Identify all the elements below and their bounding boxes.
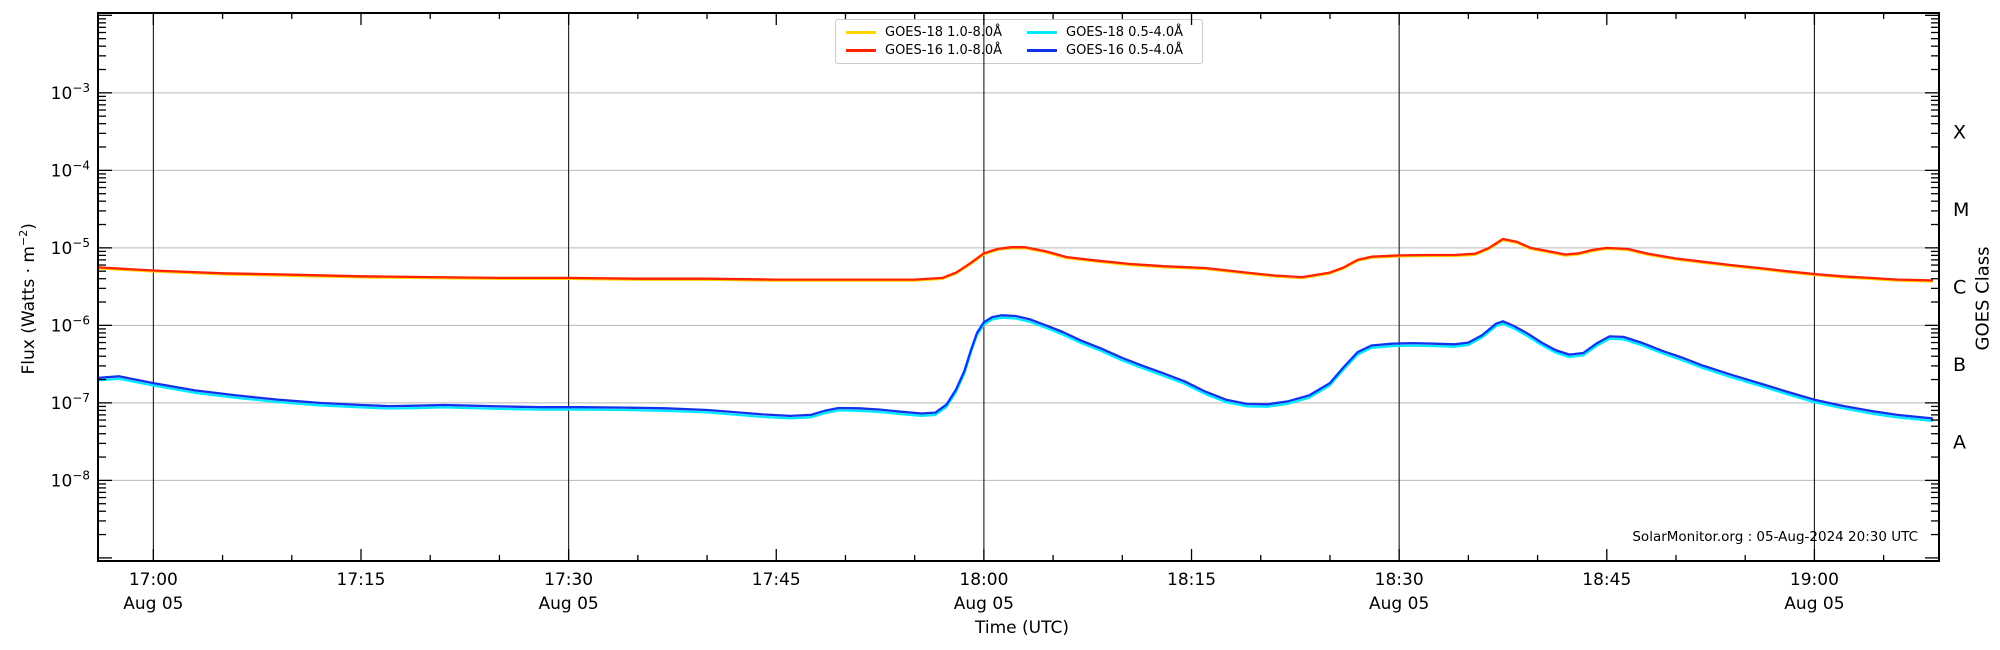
y-tick-label: 10−5 <box>51 236 90 259</box>
curve-goes-18-1-0-8-0- <box>98 238 1934 283</box>
goes-class-letter-x: X <box>1953 122 1966 144</box>
x-tick-date-label: Aug 05 <box>1369 594 1429 614</box>
x-tick-label: 19:00 <box>1790 570 1839 590</box>
goes-class-letters: X M C B A <box>1953 122 1969 454</box>
legend-item-goes16-long: GOES-16 1.0-8.0Å <box>846 44 1011 57</box>
x-tick-labels: 17:00 Aug 05 17:15 17:30 Aug 05 17:45 18:00 Aug… <box>123 570 1844 614</box>
y-tick-label: 10−4 <box>51 158 90 181</box>
goes16-long-line-swatch <box>846 49 876 53</box>
legend-label-goes18-long: GOES-18 1.0-8.0Å <box>885 24 1003 40</box>
legend-item-goes16-short: GOES-16 0.5-4.0Å <box>1027 44 1192 57</box>
x-tick-label: 18:00 <box>959 570 1008 590</box>
goes-class-letter-a: A <box>1953 432 1966 454</box>
goes18-long-line-swatch <box>846 30 876 34</box>
x-axis-label-time-utc: Time (UTC) <box>975 618 1069 638</box>
y-tick-label: 10−8 <box>51 468 90 491</box>
goes18-short-line-swatch <box>1027 30 1057 34</box>
legend-label-goes16-long: GOES-16 1.0-8.0Å <box>885 43 1003 59</box>
y-tick-label: 10−3 <box>51 81 90 104</box>
x-tick-label: 17:30 <box>544 570 593 590</box>
series-curves <box>98 237 1934 423</box>
curve-goes-16-1-0-8-0- <box>98 237 1934 282</box>
goes-class-letter-b: B <box>1953 354 1966 376</box>
goes-class-letter-c: C <box>1953 277 1966 299</box>
curve-goes-18-0-5-4-0- <box>98 316 1934 423</box>
goes16-short-line-swatch <box>1027 49 1057 53</box>
curve-goes-16-0-5-4-0- <box>98 314 1934 420</box>
x-tick-date-label: Aug 05 <box>1784 594 1844 614</box>
goes-class-letter-m: M <box>1953 199 1969 221</box>
horizontal-gridlines <box>98 92 1939 481</box>
x-tick-label: 17:00 <box>129 570 178 590</box>
axis-ticks <box>98 13 1939 561</box>
legend-label-goes16-short: GOES-16 0.5-4.0Å <box>1066 43 1184 59</box>
x-tick-date-label: Aug 05 <box>123 594 183 614</box>
y-tick-label: 10−7 <box>51 391 90 414</box>
x-tick-label: 18:45 <box>1582 570 1631 590</box>
chart-legend: GOES-18 1.0-8.0Å GOES-16 1.0-8.0Å GOES-1… <box>835 19 1203 64</box>
x-tick-label: 17:45 <box>752 570 801 590</box>
solarmonitor-credit-text: SolarMonitor.org : 05-Aug-2024 20:30 UTC <box>1632 529 1918 545</box>
y-tick-labels: 10−3 10−4 10−5 10−6 10−7 10−8 <box>51 81 90 492</box>
x-tick-label: 18:15 <box>1167 570 1216 590</box>
x-tick-date-label: Aug 05 <box>539 594 599 614</box>
legend-item-goes18-long: GOES-18 1.0-8.0Å <box>846 26 1011 39</box>
plot-border <box>97 12 1940 562</box>
y-tick-label: 10−6 <box>51 313 90 336</box>
y-axis-label-goes-class: GOES Class <box>1972 246 1994 351</box>
legend-item-goes18-short: GOES-18 0.5-4.0Å <box>1027 26 1192 39</box>
x-tick-label: 17:15 <box>337 570 386 590</box>
legend-label-goes18-short: GOES-18 0.5-4.0Å <box>1066 24 1184 40</box>
vertical-gridlines <box>152 13 1815 561</box>
x-tick-label: 18:30 <box>1375 570 1424 590</box>
y-axis-label-flux: Flux (Watts · m−2) <box>17 223 39 375</box>
x-tick-date-label: Aug 05 <box>954 594 1014 614</box>
